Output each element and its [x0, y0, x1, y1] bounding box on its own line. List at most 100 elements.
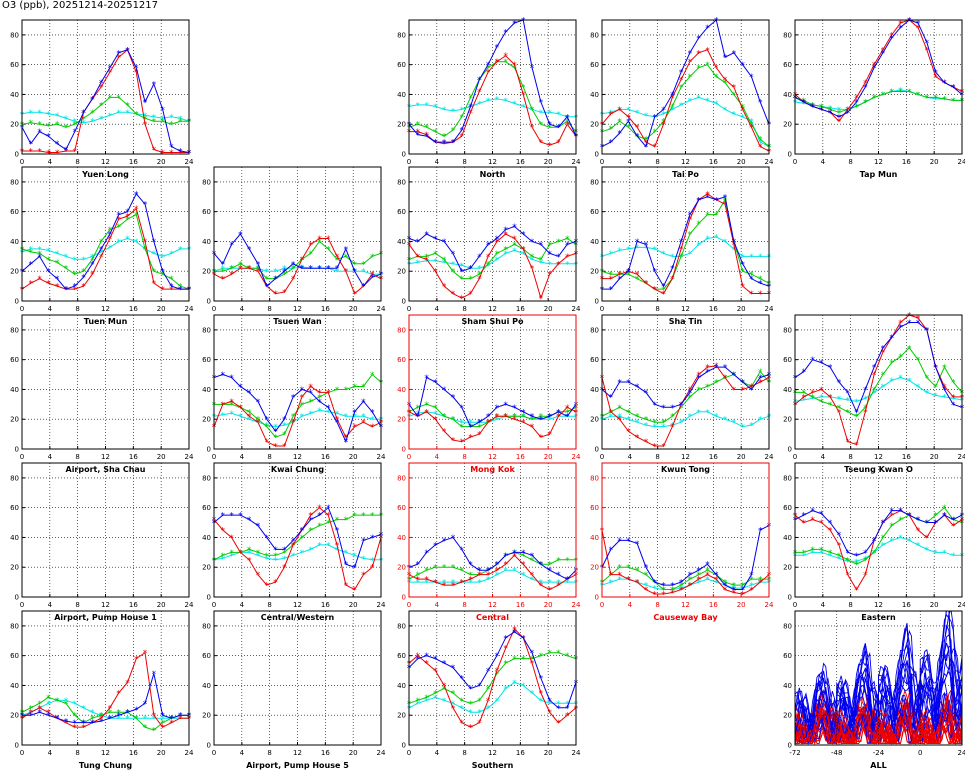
series-line-red — [213, 237, 382, 295]
y-tick-label: 0 — [788, 742, 792, 750]
data-point: * — [626, 416, 631, 426]
data-point: * — [907, 344, 912, 354]
data-point: * — [740, 106, 745, 116]
data-point: * — [714, 196, 719, 206]
series-line-red — [213, 385, 382, 447]
data-point: * — [565, 235, 570, 245]
data-point: * — [433, 128, 438, 138]
data-point: * — [547, 567, 552, 577]
data-point: * — [264, 555, 269, 565]
data-point: * — [503, 567, 508, 577]
data-point: * — [143, 245, 148, 255]
data-point: * — [503, 413, 508, 423]
data-point: * — [468, 576, 473, 586]
series-line-blue — [21, 192, 189, 290]
data-point: * — [442, 579, 447, 589]
data-point: * — [889, 88, 894, 98]
data-point: * — [740, 260, 745, 270]
data-point: * — [810, 549, 815, 559]
data-point: * — [486, 253, 491, 263]
data-point: * — [810, 103, 815, 113]
data-point: * — [37, 245, 42, 255]
data-point: * — [221, 265, 226, 275]
data-point: * — [308, 527, 313, 537]
data-point: * — [90, 719, 95, 729]
y-tick-label: 0 — [15, 742, 19, 750]
data-point: * — [819, 103, 824, 113]
data-point: * — [317, 504, 322, 514]
y-tick-label: 80 — [397, 178, 406, 186]
x-tick-label: 16 — [321, 305, 330, 313]
data-point: * — [273, 423, 278, 433]
plot-frame — [21, 166, 190, 302]
data-point: * — [749, 383, 754, 393]
y-tick-label: 40 — [783, 534, 792, 542]
data-point: * — [238, 265, 243, 275]
data-point: * — [468, 290, 473, 300]
data-point: * — [291, 541, 296, 551]
data-point: * — [160, 724, 165, 734]
data-point: * — [845, 549, 850, 559]
data-point: * — [55, 259, 60, 269]
data-point: * — [416, 413, 421, 423]
data-point: * — [925, 546, 930, 556]
x-tick-label: 12 — [101, 158, 110, 166]
data-point: * — [714, 100, 719, 110]
data-point: * — [898, 374, 903, 384]
data-point: * — [556, 260, 561, 270]
y-tick-label: 60 — [202, 504, 211, 512]
data-point: * — [352, 408, 357, 418]
x-tick-label: 0 — [20, 158, 24, 166]
x-tick-label: 16 — [516, 749, 525, 757]
data-point: * — [556, 719, 561, 729]
data-point: * — [661, 591, 666, 601]
y-tick-label: 40 — [202, 534, 211, 542]
data-point: * — [81, 268, 86, 278]
data-point: * — [723, 374, 728, 384]
data-point: * — [352, 552, 357, 562]
y-tick-label: 80 — [202, 178, 211, 186]
data-point: * — [512, 625, 517, 635]
data-point: * — [547, 697, 552, 707]
data-point: * — [344, 438, 349, 448]
data-point: * — [273, 434, 278, 444]
data-point: * — [108, 235, 113, 245]
data-point: * — [468, 275, 473, 285]
data-point: * — [652, 268, 657, 278]
data-point: * — [723, 582, 728, 592]
data-point: * — [854, 98, 859, 108]
data-point: * — [644, 571, 649, 581]
data-point: * — [617, 106, 622, 116]
data-point: * — [451, 664, 456, 674]
x-tick-label: 12 — [488, 749, 497, 757]
station-label: North — [479, 170, 506, 179]
series-line-cyan — [408, 249, 576, 269]
data-point: * — [854, 561, 859, 571]
data-point: * — [256, 398, 261, 408]
data-point: * — [863, 79, 868, 89]
data-point: * — [530, 571, 535, 581]
data-point: * — [652, 579, 657, 589]
data-point: * — [116, 94, 121, 104]
y-tick-label: 60 — [397, 504, 406, 512]
data-point: * — [758, 576, 763, 586]
data-point: * — [547, 700, 552, 710]
data-point: * — [933, 95, 938, 105]
data-point: * — [451, 579, 456, 589]
data-point: * — [696, 408, 701, 418]
data-point: * — [264, 268, 269, 278]
series-line-red — [602, 193, 769, 295]
data-point: * — [46, 280, 51, 290]
data-point: * — [714, 73, 719, 83]
data-point: * — [530, 423, 535, 433]
data-point: * — [819, 106, 824, 116]
data-point: * — [740, 268, 745, 278]
x-tick-label: 20 — [349, 453, 358, 461]
data-point: * — [344, 516, 349, 526]
data-point: * — [661, 582, 666, 592]
data-point: * — [881, 349, 886, 359]
y-tick-label: 80 — [590, 178, 599, 186]
data-point: * — [521, 419, 526, 429]
data-point: * — [810, 395, 815, 405]
data-point: * — [696, 196, 701, 206]
